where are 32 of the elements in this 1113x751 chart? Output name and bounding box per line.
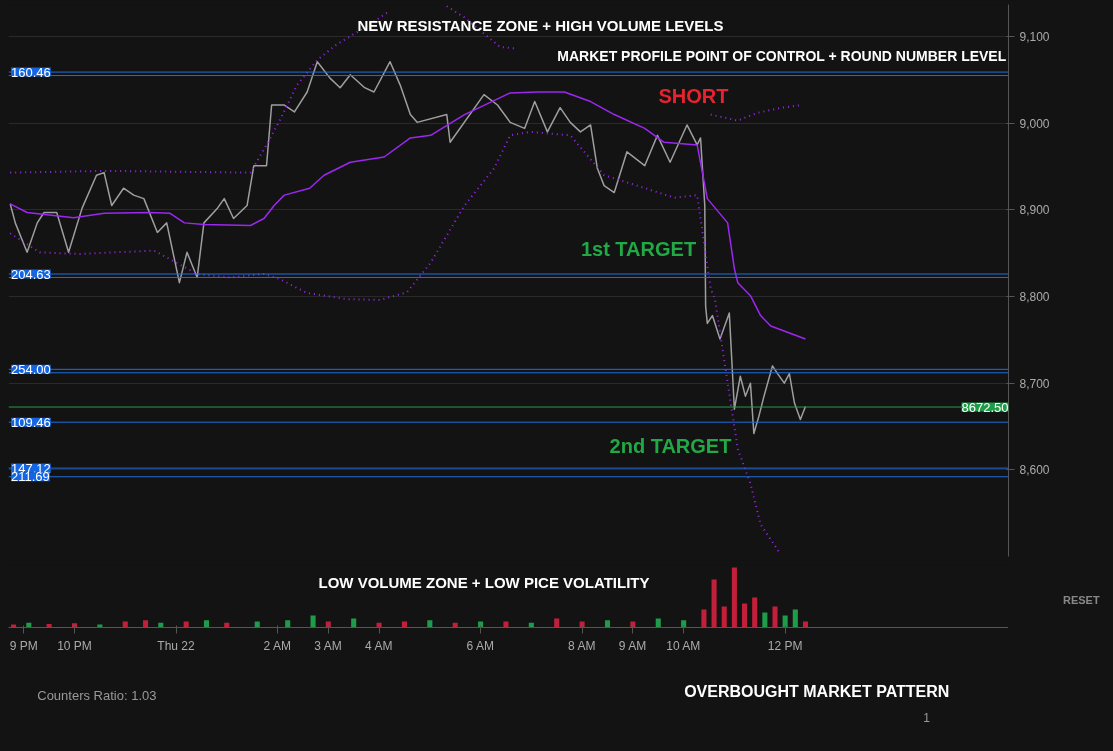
annotation: LOW VOLUME ZONE + LOW PICE VOLATILITY [318,574,650,591]
annotation: 109.46 [11,414,51,430]
x-tick-label: 12 PM [767,638,803,653]
x-tick-label: 10 AM [666,638,701,653]
x-tick-label: 4 AM [365,638,393,653]
y-tick-label: 9,000 [1019,116,1050,131]
annotation: 2nd TARGET [609,434,732,457]
text: 1 [923,711,931,725]
text: RESET [1063,593,1100,608]
annotation: SHORT [658,84,729,107]
y-tick-label: 8,800 [1019,290,1050,305]
x-tick-label: 3 AM [314,638,342,653]
x-tick-label: 9 PM [9,638,38,653]
y-tick-label: 9,100 [1019,30,1050,45]
text: Counters Ratio: 1.03 [37,688,157,703]
x-tick-label: 6 AM [466,638,494,653]
x-tick-label: 9 AM [618,638,647,653]
annotation: MARKET PROFILE POINT OF CONTROL + ROUND NUMBER LEVEL [557,47,1007,64]
x-tick-label: 8 AM [568,638,596,653]
x-tick-label: 2 AM [263,638,291,653]
annotation: NEW RESISTANCE ZONE + HIGH VOLUME LEVELS [357,17,724,34]
y-tick-label: 8,700 [1019,376,1050,391]
x-tick-label: Thu 22 [157,638,196,653]
text: OVERBOUGHT MARKET PATTERN [684,683,950,700]
annotation: 160.46 [11,64,51,80]
ref-line-label: 8672.50 [961,399,1009,415]
x-tick-label: 10 PM [57,638,92,653]
annotation: 254.00 [11,361,51,377]
annotation: 1st TARGET [580,237,697,260]
y-tick-label: 8,600 [1019,463,1050,478]
annotation: 204.63 [11,266,51,282]
y-tick-label: 8,900 [1019,203,1050,218]
